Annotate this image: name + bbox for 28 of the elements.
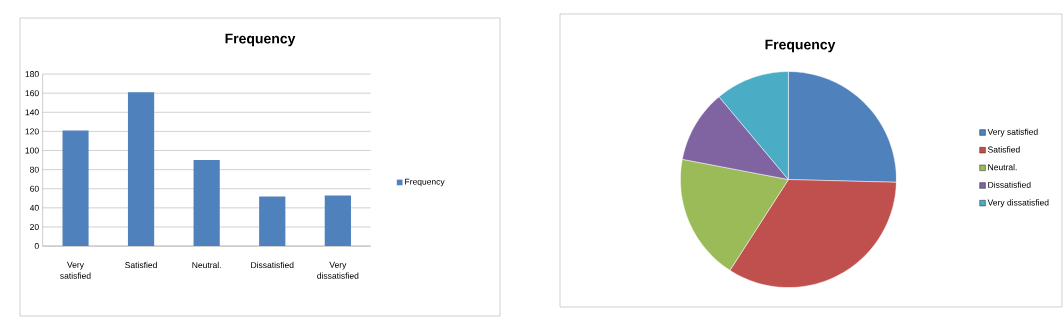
y-tick-label: 20 — [30, 223, 39, 230]
bar — [62, 130, 89, 247]
x-tick-label: Very satisfied — [60, 261, 91, 279]
chart-title: Frequency — [225, 33, 296, 47]
y-tick-label: 60 — [30, 185, 39, 192]
y-tick-label: 80 — [30, 166, 39, 173]
legend-label: Satisfied — [987, 146, 1020, 153]
x-tick-label: Dissatisfied — [251, 261, 294, 269]
y-tick-label: 160 — [25, 90, 39, 97]
legend-label: Very satisfied — [987, 128, 1038, 137]
x-tick-label: Satisfied — [125, 261, 157, 269]
chart-title: Frequency — [765, 39, 836, 53]
legend-label: Very dissatisfied — [987, 199, 1049, 208]
x-tick-label: Very dissatisfied — [317, 261, 359, 279]
legend-label: Neutral. — [988, 163, 1017, 171]
x-tick-label: Neutral. — [192, 261, 221, 269]
legend-label: Frequency — [405, 178, 445, 187]
y-tick-label: 120 — [25, 128, 39, 135]
legend-label: Dissatisfied — [988, 181, 1031, 188]
bar — [259, 196, 286, 247]
bar — [324, 195, 351, 247]
y-tick-label: 40 — [29, 204, 39, 211]
y-tick-label: 100 — [25, 147, 39, 154]
bar — [127, 92, 155, 247]
y-tick-label: 140 — [25, 109, 39, 116]
bar — [193, 160, 220, 247]
y-tick-label: 0 — [34, 243, 39, 250]
y-tick-label: 180 — [25, 71, 39, 78]
